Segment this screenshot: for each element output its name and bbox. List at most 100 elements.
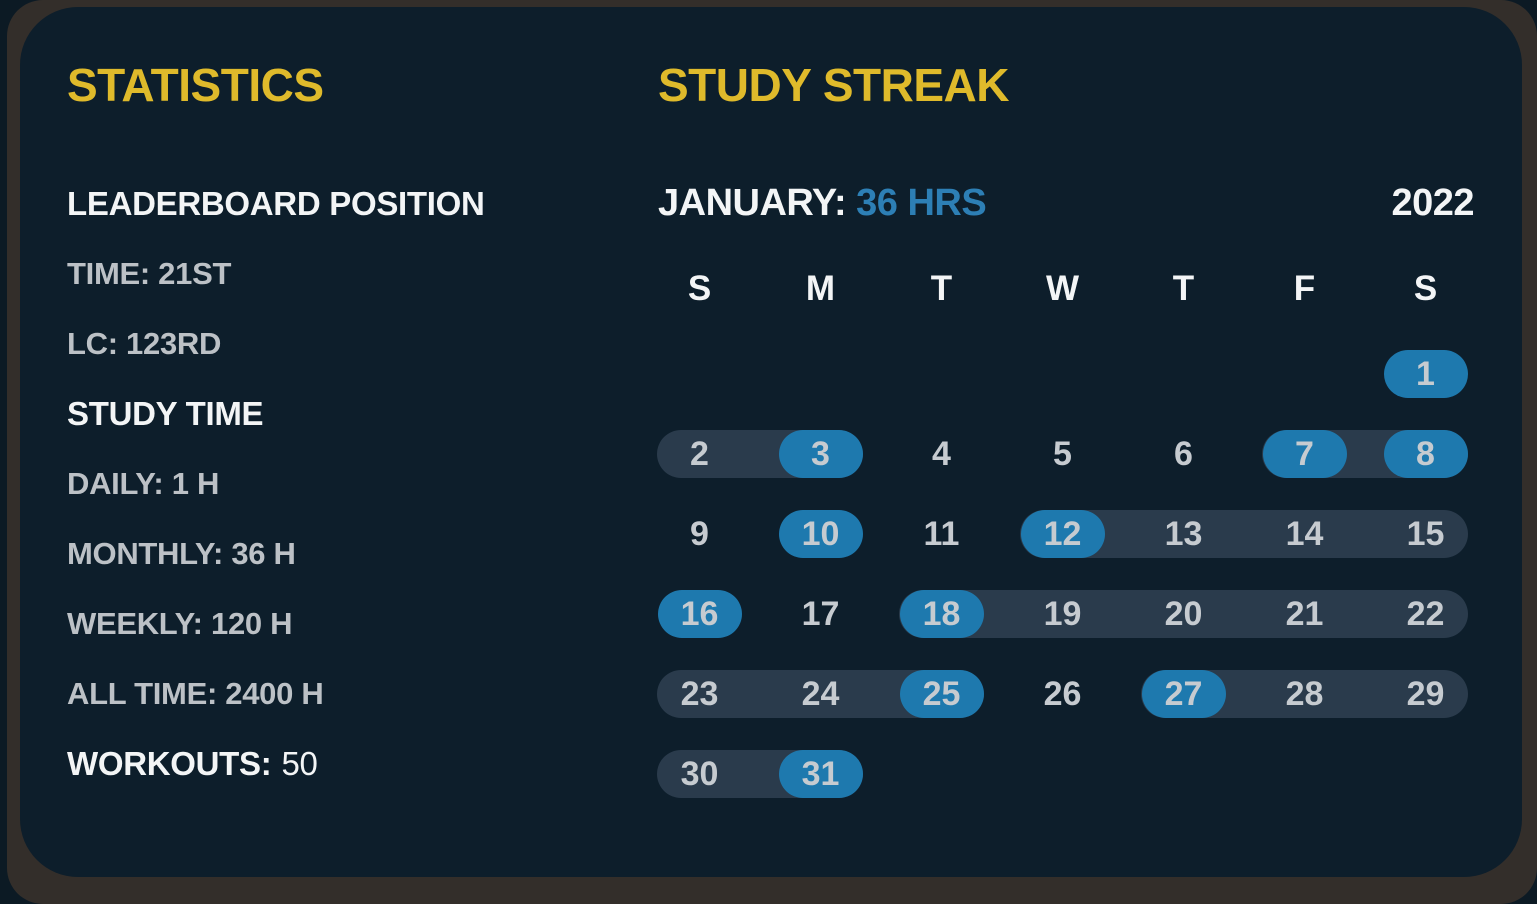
streak-span-segment: [1365, 510, 1468, 558]
day-number: 28: [1285, 674, 1324, 713]
calendar-day: 26: [1002, 654, 1123, 734]
calendar-day: 29: [1365, 654, 1486, 734]
calendar-empty-cell: [1002, 734, 1123, 814]
day-number: 21: [1285, 594, 1324, 633]
calendar-empty-cell: [881, 334, 1002, 414]
day-number: 15: [1406, 514, 1445, 553]
day-number: 24: [801, 674, 840, 713]
calendar-day: 20: [1123, 574, 1244, 654]
weekday-header: S: [1413, 269, 1438, 308]
studied-day-pill: 12: [1020, 510, 1105, 558]
streak-span-segment: [1244, 670, 1365, 718]
studied-day-pill: 27: [1141, 670, 1226, 718]
weekday-header: M: [805, 269, 836, 308]
calendar-empty-cell: [1244, 334, 1365, 414]
calendar-day: 17: [760, 574, 881, 654]
calendar-day: 24: [760, 654, 881, 734]
study-time-heading: STUDY TIME: [67, 395, 264, 432]
calendar-day: 5: [1002, 414, 1123, 494]
month-hours: 36 HRS: [856, 181, 987, 224]
calendar-day: 9: [639, 494, 760, 574]
day-number: 5: [1053, 434, 1072, 473]
streak-span-segment: [1244, 510, 1365, 558]
calendar-day: 7: [1244, 414, 1365, 494]
weekday-header: T: [930, 269, 953, 308]
streak-span-segment: [1002, 590, 1123, 638]
streak-span-segment: [1365, 670, 1468, 718]
workouts-value: 50: [281, 745, 318, 782]
study-streak-title: STUDY STREAK: [658, 59, 1009, 111]
calendar-empty-cell: [881, 734, 1002, 814]
weekday-header: W: [1045, 269, 1080, 308]
calendar-day: 3: [760, 414, 881, 494]
calendar-grid: 1 2 3 4 5 6 7 8 9 10 11 12 13 14 15 16 17 18 19 20 21 22 23 24 2…: [639, 334, 1486, 814]
month-summary: JANUARY: 36 HRS: [658, 181, 987, 225]
weekday-header: S: [687, 269, 712, 308]
streak-span-segment: [657, 430, 760, 478]
calendar-day: 2: [639, 414, 760, 494]
calendar-day: 6: [1123, 414, 1244, 494]
calendar-empty-cell: [760, 334, 881, 414]
calendar-day: 31: [760, 734, 881, 814]
calendar-day: 28: [1244, 654, 1365, 734]
streak-span-segment: [657, 670, 760, 718]
month-label: JANUARY:: [658, 181, 847, 224]
day-number: 26: [1043, 674, 1082, 713]
studied-day-pill: 1: [1383, 350, 1468, 398]
studied-day-pill: 3: [778, 430, 863, 478]
calendar-day: 13: [1123, 494, 1244, 574]
calendar-day: 14: [1244, 494, 1365, 574]
stats-card: STATISTICS LEADERBOARD POSITION TIME: 21…: [20, 7, 1522, 877]
study-time-alltime-row: ALL TIME: 2400 H: [67, 676, 324, 711]
year-label: 2022: [1391, 181, 1474, 224]
streak-span-segment: [760, 670, 881, 718]
study-time-monthly-row: MONTHLY: 36 H: [67, 536, 296, 571]
studied-day-pill: 7: [1262, 430, 1347, 478]
calendar-day: 10: [760, 494, 881, 574]
calendar-day: 30: [639, 734, 760, 814]
calendar-empty-cell: [1123, 734, 1244, 814]
streak-span-segment: [1123, 510, 1244, 558]
weekday-header: T: [1172, 269, 1195, 308]
calendar-day: 16: [639, 574, 760, 654]
leaderboard-time-row: TIME: 21ST: [67, 256, 232, 291]
workouts-label: WORKOUTS:: [67, 745, 272, 782]
streak-span-segment: [1123, 590, 1244, 638]
studied-day-pill: 10: [778, 510, 863, 558]
study-time-weekly-row: WEEKLY: 120 H: [67, 606, 293, 641]
calendar-day: 12: [1002, 494, 1123, 574]
calendar-day: 15: [1365, 494, 1486, 574]
day-number: 22: [1406, 594, 1445, 633]
calendar-empty-cell: [639, 334, 760, 414]
calendar-day: 4: [881, 414, 1002, 494]
month-summary-row: JANUARY: 36 HRS 2022: [639, 181, 1486, 225]
statistics-panel: STATISTICS LEADERBOARD POSITION TIME: 21…: [67, 62, 627, 782]
day-number: 2: [690, 434, 709, 473]
calendar-day: 22: [1365, 574, 1486, 654]
streak-span-segment: [1365, 590, 1468, 638]
day-number: 20: [1164, 594, 1203, 633]
calendar-day: 27: [1123, 654, 1244, 734]
leaderboard-lc-row: LC: 123RD: [67, 326, 222, 361]
calendar-empty-cell: [1365, 734, 1486, 814]
calendar-empty-cell: [1123, 334, 1244, 414]
calendar-empty-cell: [1002, 334, 1123, 414]
calendar-day: 11: [881, 494, 1002, 574]
studied-day-pill: 25: [899, 670, 984, 718]
studied-day-pill: 16: [657, 590, 742, 638]
workouts-row: WORKOUTS: 50: [67, 745, 627, 782]
day-number: 11: [923, 514, 960, 553]
day-number: 23: [680, 674, 719, 713]
weekday-header: F: [1293, 269, 1316, 308]
day-number: 30: [680, 754, 719, 793]
calendar-day: 8: [1365, 414, 1486, 494]
study-time-daily-row: DAILY: 1 H: [67, 466, 220, 501]
statistics-title: STATISTICS: [67, 59, 324, 111]
studied-day-pill: 18: [899, 590, 984, 638]
calendar-day: 23: [639, 654, 760, 734]
studied-day-pill: 31: [778, 750, 863, 798]
day-number: 13: [1164, 514, 1203, 553]
calendar-day: 19: [1002, 574, 1123, 654]
streak-span-segment: [1244, 590, 1365, 638]
